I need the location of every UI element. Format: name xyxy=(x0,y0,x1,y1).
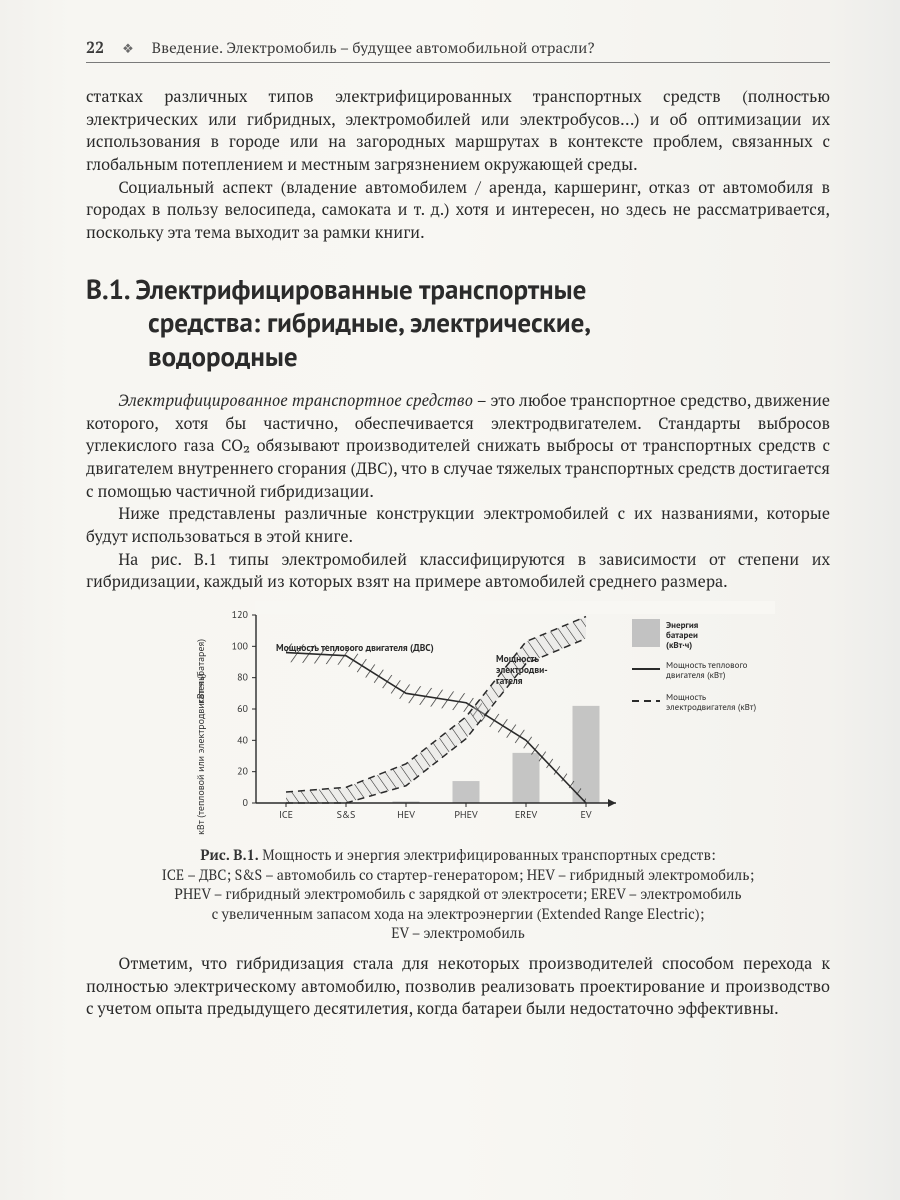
paragraph: Отметим, что гибридизация стала для неко… xyxy=(86,952,830,1020)
svg-text:EREV: EREV xyxy=(515,808,538,821)
svg-text:120: 120 xyxy=(232,608,249,621)
svg-text:кВт (тепловой или электродвига: кВт (тепловой или электродвигатель) xyxy=(194,673,207,835)
section-heading-line1: В.1. Электрифицированные транспортные xyxy=(86,273,586,307)
figure-caption: Рис. В.1. Мощность и энергия электрифици… xyxy=(86,846,830,944)
lead-term: Электрифицированное транспортное средств… xyxy=(118,389,473,411)
page-number: 22 xyxy=(86,36,104,58)
svg-text:(кВт·ч): (кВт·ч) xyxy=(666,640,692,651)
book-page: 22 ❖ Введение. Электромобиль – будущее а… xyxy=(0,0,900,1200)
svg-text:ICE: ICE xyxy=(279,808,293,821)
svg-text:S&S: S&S xyxy=(337,808,356,821)
figure-caption-label: Рис. В.1. xyxy=(200,846,258,865)
body-text-after-figure: Отметим, что гибридизация стала для неко… xyxy=(86,952,830,1020)
chart-power-energy: 020406080100120ICES&SHEVPHEVEREVEVкВт·ч … xyxy=(138,601,778,836)
svg-text:двигателя (кВт): двигателя (кВт) xyxy=(666,670,725,681)
svg-text:HEV: HEV xyxy=(397,808,415,821)
svg-text:Мощность теплового двигателя (: Мощность теплового двигателя (ДВС) xyxy=(276,641,434,654)
svg-text:40: 40 xyxy=(237,733,248,746)
paragraph: На рис. В.1 типы электромобилей классифи… xyxy=(86,548,830,593)
svg-text:PHEV: PHEV xyxy=(454,808,478,821)
section-heading: В.1. Электрифицированные транспортные ср… xyxy=(86,274,830,375)
section-heading-line3: водородные xyxy=(86,341,830,375)
paragraph: Социальный аспект (владение автомобилем … xyxy=(86,176,830,244)
svg-text:80: 80 xyxy=(237,671,248,684)
svg-text:EV: EV xyxy=(580,808,591,821)
svg-text:20: 20 xyxy=(237,765,248,778)
svg-text:0: 0 xyxy=(243,796,249,809)
running-title: Введение. Электромобиль – будущее автомо… xyxy=(152,38,595,58)
figure-b1: 020406080100120ICES&SHEVPHEVEREVEVкВт·ч … xyxy=(86,601,830,944)
paragraph: Ниже представлены различные конструкции … xyxy=(86,502,830,547)
paragraph: Электрифицированное транспортное средств… xyxy=(86,389,830,502)
svg-text:электродвигателя (кВт): электродвигателя (кВт) xyxy=(666,702,756,713)
svg-text:гателя: гателя xyxy=(496,674,523,687)
running-head: 22 ❖ Введение. Электромобиль – будущее а… xyxy=(86,36,830,63)
svg-text:100: 100 xyxy=(232,639,249,652)
paragraph: статках различных типов электрифицирован… xyxy=(86,85,830,176)
header-ornament: ❖ xyxy=(122,39,134,57)
section-heading-line2: средства: гибридные, электрические, xyxy=(86,307,830,341)
svg-text:60: 60 xyxy=(237,702,248,715)
body-text: статках различных типов электрифицирован… xyxy=(86,85,830,593)
